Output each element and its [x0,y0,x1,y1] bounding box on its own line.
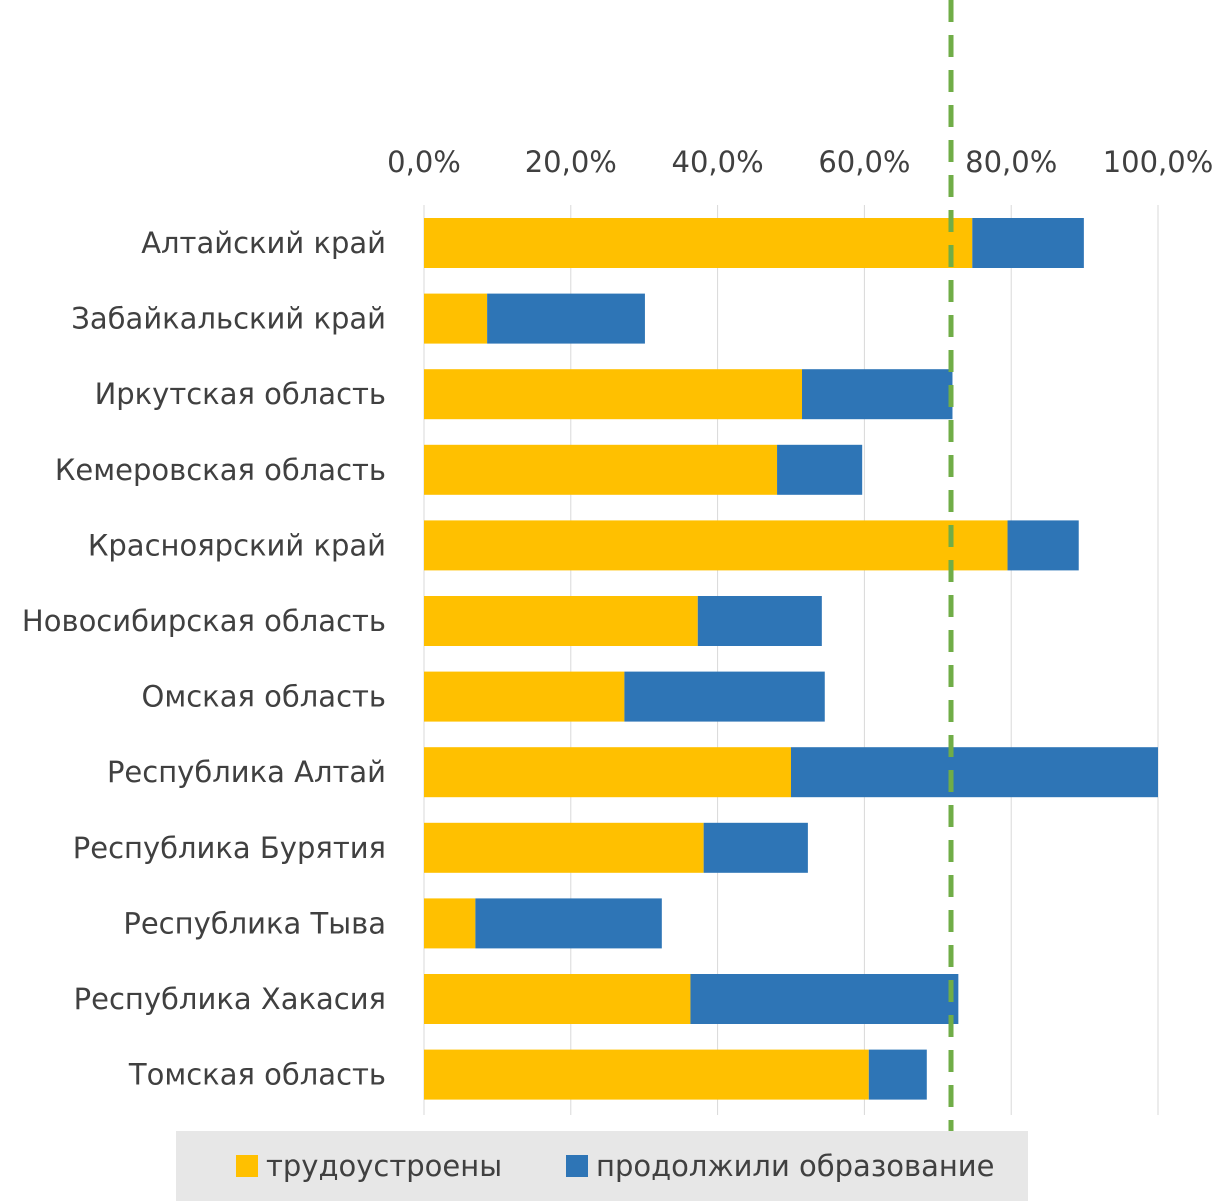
category-label: Новосибирская область [22,604,386,638]
category-label: Забайкальский край [71,302,386,336]
bar-segment-education [1007,520,1079,571]
x-tick-label: 0,0% [387,145,461,179]
bar-segment-education [475,898,662,949]
bar-segment-employed [424,671,625,722]
bar-segment-employed [424,974,691,1024]
category-label: Республика Бурятия [73,831,386,865]
legend-item-employed: трудоустроены [236,1131,502,1201]
category-label: Республика Тыва [123,906,386,940]
gridlines [423,205,1159,1115]
x-tick-label: 100,0% [1103,145,1214,179]
x-tick-label: 80,0% [965,145,1057,179]
bar-segment-employed [424,520,1008,571]
legend: трудоустроены продолжили образование [176,1131,1028,1201]
x-tick-label: 40,0% [672,145,764,179]
bars [424,218,1158,1100]
category-label: Томская область [128,1058,386,1092]
legend-item-education: продолжили образование [566,1131,995,1201]
legend-swatch-education [566,1155,588,1177]
bar-segment-employed [424,293,488,344]
category-label: Республика Хакасия [74,982,386,1016]
legend-label-employed: трудоустроены [266,1149,503,1183]
bar-segment-education [802,369,953,420]
x-tick-label: 20,0% [525,145,617,179]
category-label: Республика Алтай [107,755,386,789]
category-label: Кемеровская область [55,453,386,487]
bar-segment-education [690,974,959,1024]
bar-segment-employed [424,369,803,420]
bar-segment-employed [424,898,476,949]
category-label: Алтайский край [141,226,386,260]
bar-segment-employed [424,1049,869,1100]
category-label: Иркутская область [95,377,386,411]
bar-segment-employed [424,596,698,646]
bar-segment-employed [424,747,791,798]
bar-segment-education [791,747,1158,798]
bar-segment-education [487,293,645,344]
bar-segment-employed [424,822,704,873]
bar-segment-education [697,596,822,646]
bar-segment-education [624,671,825,722]
legend-label-education: продолжили образование [596,1149,995,1183]
bar-segment-education [972,218,1084,268]
x-tick-labels: 0,0% 20,0% 40,0% 60,0% 80,0% 100,0% [387,145,1213,179]
legend-swatch-employed [236,1155,258,1177]
bar-segment-education [703,822,808,873]
chart: 0,0% 20,0% 40,0% 60,0% 80,0% 100,0% Алтайский… [22,0,1213,1131]
x-tick-label: 60,0% [818,145,910,179]
bar-segment-employed [424,444,778,495]
bar-segment-employed [424,218,973,268]
category-labels: Алтайский край Забайкальский край Иркутска… [22,226,386,1092]
category-label: Красноярский край [88,528,386,562]
bar-segment-education [777,444,863,495]
bar-segment-education [868,1049,927,1100]
category-label: Омская область [142,680,386,714]
